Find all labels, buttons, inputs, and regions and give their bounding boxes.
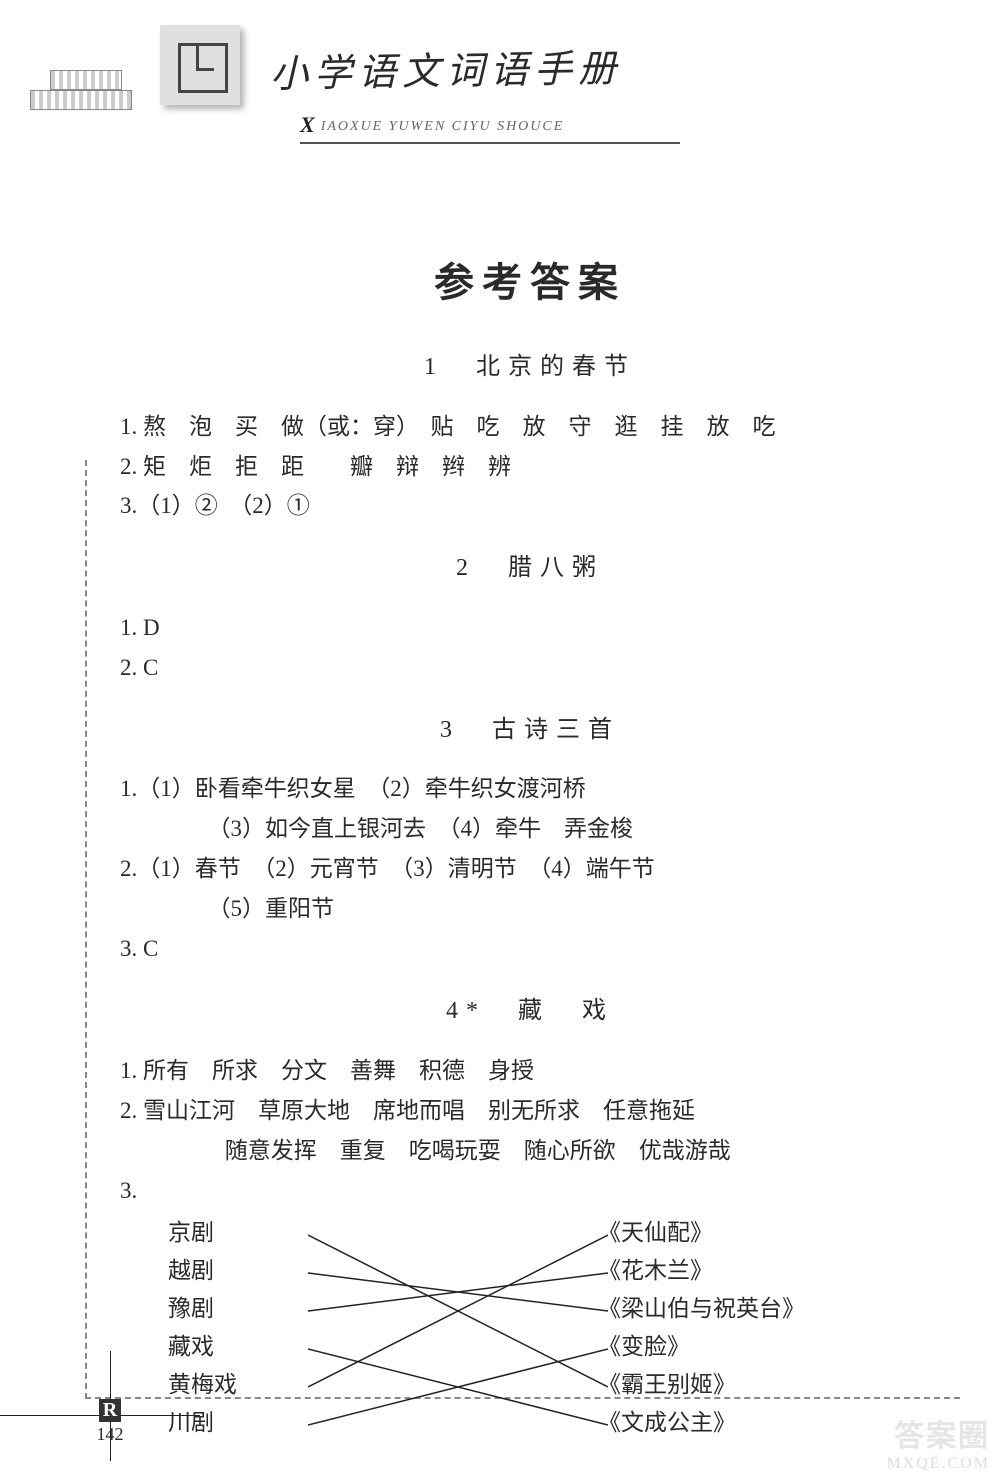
page-header: 小学语文词语手册 X IAOXUE YUWEN CIYU SHOUCE [120, 40, 940, 160]
section-2-line: 1. D [120, 609, 940, 647]
match-right-item: 《花木兰》 [598, 1252, 898, 1290]
watermark: 答案圈 MXQE.COM [886, 1411, 990, 1473]
match-lines-svg [308, 1214, 608, 1446]
header-ornament-stairs [30, 50, 130, 110]
book-subtitle: X IAOXUE YUWEN CIYU SHOUCE [300, 112, 680, 144]
header-ornament-square [160, 25, 240, 105]
watermark-url: MXQE.COM [886, 1455, 990, 1473]
match-right-item: 《霸王别姬》 [598, 1366, 898, 1404]
page-number-box: R 142 [95, 1399, 125, 1445]
section-3-title: 3 古诗三首 [120, 711, 940, 751]
section-4-line: 1. 所有 所求 分文 善舞 积德 身授 [120, 1052, 940, 1090]
section-3-line: 2.（1）春节 （2）元宵节 （3）清明节 （4）端午节 [120, 850, 940, 888]
section-4-line-3-prefix: 3. [120, 1172, 940, 1210]
match-left-column: 京剧 越剧 豫剧 藏戏 黄梅戏 川剧 [168, 1214, 318, 1442]
section-1-line: 3.（1）② （2）① [120, 487, 940, 525]
match-right-item: 《天仙配》 [598, 1214, 898, 1252]
match-left-item: 川剧 [168, 1404, 318, 1442]
match-right-item: 《梁山伯与祝英台》 [598, 1290, 898, 1328]
section-4-title: 4* 藏 戏 [120, 992, 940, 1032]
match-left-item: 豫剧 [168, 1290, 318, 1328]
section-2-line: 2. C [120, 649, 940, 687]
book-title: 小学语文词语手册 [270, 37, 623, 98]
section-1-line: 1. 熬 泡 买 做（或：穿） 贴 吃 放 守 逛 挂 放 吃 [120, 408, 940, 446]
page-root: 小学语文词语手册 XIAOXUE YUWEN CIYU SHOUCE 参考答案 … [0, 0, 1000, 1481]
match-left-item: 藏戏 [168, 1328, 318, 1366]
match-left-item: 越剧 [168, 1252, 318, 1290]
cut-line-vertical [85, 460, 87, 1399]
page-number: 142 [97, 1424, 124, 1444]
answers-heading: 参考答案 [120, 250, 940, 308]
match-left-item: 京剧 [168, 1214, 318, 1252]
section-1-title: 1 北京的春节 [120, 348, 940, 388]
subtitle-initial: X [300, 112, 317, 137]
section-3-line: （3）如今直上银河去 （4）牵牛 弄金梭 [120, 810, 940, 848]
match-right-item: 《文成公主》 [598, 1404, 898, 1442]
section-4-line: 随意发挥 重复 吃喝玩耍 随心所欲 优哉游哉 [120, 1132, 940, 1170]
section-3-line: 1.（1）卧看牵牛织女星 （2）牵牛织女渡河桥 [120, 770, 940, 808]
section-4-line: 2. 雪山江河 草原大地 席地而唱 别无所求 任意拖延 [120, 1092, 940, 1130]
section-3-line: （5）重阳节 [120, 890, 940, 928]
subtitle-pinyin: IAOXUE YUWEN CIYU SHOUCE [321, 119, 565, 134]
matching-exercise: 京剧 越剧 豫剧 藏戏 黄梅戏 川剧 《天仙配》 《花木兰》 《梁山伯与祝英台》… [168, 1214, 940, 1446]
match-left-item: 黄梅戏 [168, 1366, 318, 1404]
match-right-column: 《天仙配》 《花木兰》 《梁山伯与祝英台》 《变脸》 《霸王别姬》 《文成公主》 [598, 1214, 898, 1442]
section-1-line: 2. 矩 炬 拒 距 瓣 辩 辫 辨 [120, 448, 940, 486]
q3-label: 3. [120, 1178, 137, 1203]
content-body: 1 北京的春节 1. 熬 泡 买 做（或：穿） 贴 吃 放 守 逛 挂 放 吃 … [120, 348, 940, 1446]
match-right-item: 《变脸》 [598, 1328, 898, 1366]
section-3-line: 3. C [120, 930, 940, 968]
watermark-text: 答案圈 [886, 1411, 990, 1455]
page-series-letter: R [99, 1399, 121, 1422]
section-2-title: 2 腊八粥 [120, 549, 940, 589]
